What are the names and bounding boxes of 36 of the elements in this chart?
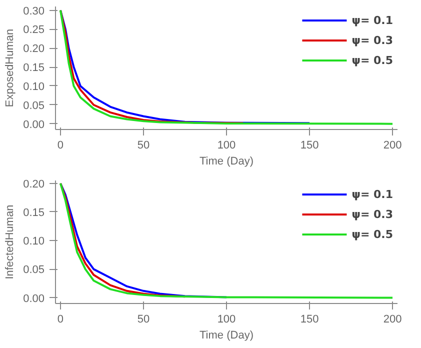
line-series	[59, 182, 394, 299]
legend-label: ψ= 0.3	[352, 208, 393, 220]
y-tick-label: 0.15	[23, 206, 45, 219]
line-series	[59, 9, 394, 125]
y-tick-label: 0.25	[23, 24, 45, 36]
x-tick-label: 100	[217, 140, 236, 152]
y-tick-label: 0.20	[23, 43, 45, 56]
legend-label: ψ= 0.5	[352, 54, 393, 66]
legend-label: ψ= 0.5	[352, 228, 393, 240]
x-tick-label: 150	[300, 140, 319, 152]
y-tick-label: 0.10	[23, 236, 45, 248]
line-series	[59, 9, 244, 124]
x-axis-title: Time (Day)	[200, 330, 254, 342]
y-tick-label: 0.05	[23, 100, 45, 112]
y-tick-label: 0.30	[23, 5, 45, 18]
legend-label: ψ= 0.1	[352, 14, 393, 26]
x-tick-label: 0	[57, 140, 64, 152]
y-tick-label: 0.10	[23, 80, 45, 93]
y-axis-title: InfectedHuman	[4, 204, 16, 280]
x-tick-label: 0	[57, 314, 64, 326]
x-tick-label: 50	[137, 314, 150, 326]
y-tick-label: 0.15	[23, 62, 45, 74]
line-series	[59, 9, 311, 124]
y-tick-label: 0.00	[23, 118, 45, 131]
legend-label: ψ= 0.3	[352, 34, 393, 46]
x-tick-label: 50	[137, 140, 150, 152]
x-tick-label: 150	[300, 314, 319, 326]
x-tick-label: 200	[383, 314, 402, 326]
y-tick-label: 0.05	[23, 264, 45, 276]
legend-label: ψ= 0.1	[352, 188, 393, 200]
x-tick-label: 100	[217, 314, 236, 326]
x-axis-title: Time (Day)	[200, 156, 254, 168]
y-axis-title: ExposedHuman	[4, 28, 16, 108]
y-tick-label: 0.20	[23, 178, 45, 190]
x-tick-label: 200	[383, 140, 402, 152]
y-tick-label: 0.00	[23, 292, 45, 305]
